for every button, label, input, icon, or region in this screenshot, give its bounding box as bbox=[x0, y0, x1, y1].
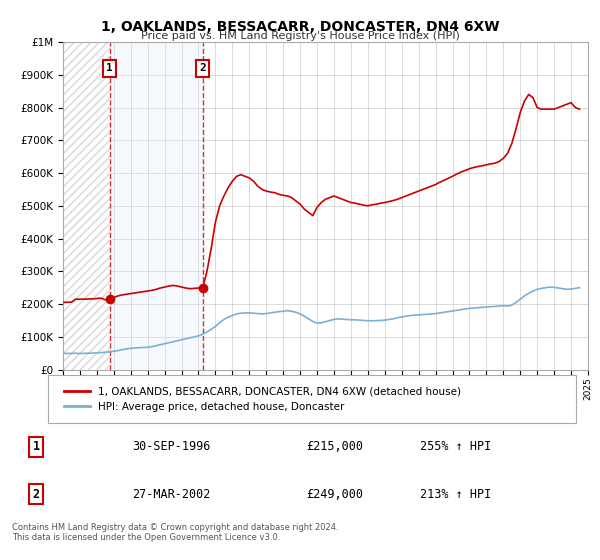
Text: 1: 1 bbox=[106, 63, 113, 73]
Text: £249,000: £249,000 bbox=[306, 488, 363, 501]
Text: 30-SEP-1996: 30-SEP-1996 bbox=[132, 440, 211, 453]
Bar bbox=[63, 42, 110, 370]
Text: 1, OAKLANDS, BESSACARR, DONCASTER, DN4 6XW: 1, OAKLANDS, BESSACARR, DONCASTER, DN4 6… bbox=[101, 20, 499, 34]
Text: 27-MAR-2002: 27-MAR-2002 bbox=[132, 488, 211, 501]
Text: 213% ↑ HPI: 213% ↑ HPI bbox=[420, 488, 491, 501]
Text: 1: 1 bbox=[32, 440, 40, 453]
Text: 2: 2 bbox=[199, 63, 206, 73]
Bar bbox=[63, 42, 110, 370]
Text: Price paid vs. HM Land Registry's House Price Index (HPI): Price paid vs. HM Land Registry's House … bbox=[140, 31, 460, 41]
Text: 255% ↑ HPI: 255% ↑ HPI bbox=[420, 440, 491, 453]
Text: £215,000: £215,000 bbox=[306, 440, 363, 453]
FancyBboxPatch shape bbox=[48, 375, 576, 423]
Bar bbox=[63, 42, 110, 370]
Text: 2: 2 bbox=[32, 488, 40, 501]
Legend: 1, OAKLANDS, BESSACARR, DONCASTER, DN4 6XW (detached house), HPI: Average price,: 1, OAKLANDS, BESSACARR, DONCASTER, DN4 6… bbox=[58, 381, 466, 417]
Bar bbox=[110, 42, 203, 370]
Text: Contains HM Land Registry data © Crown copyright and database right 2024.
This d: Contains HM Land Registry data © Crown c… bbox=[12, 523, 338, 542]
